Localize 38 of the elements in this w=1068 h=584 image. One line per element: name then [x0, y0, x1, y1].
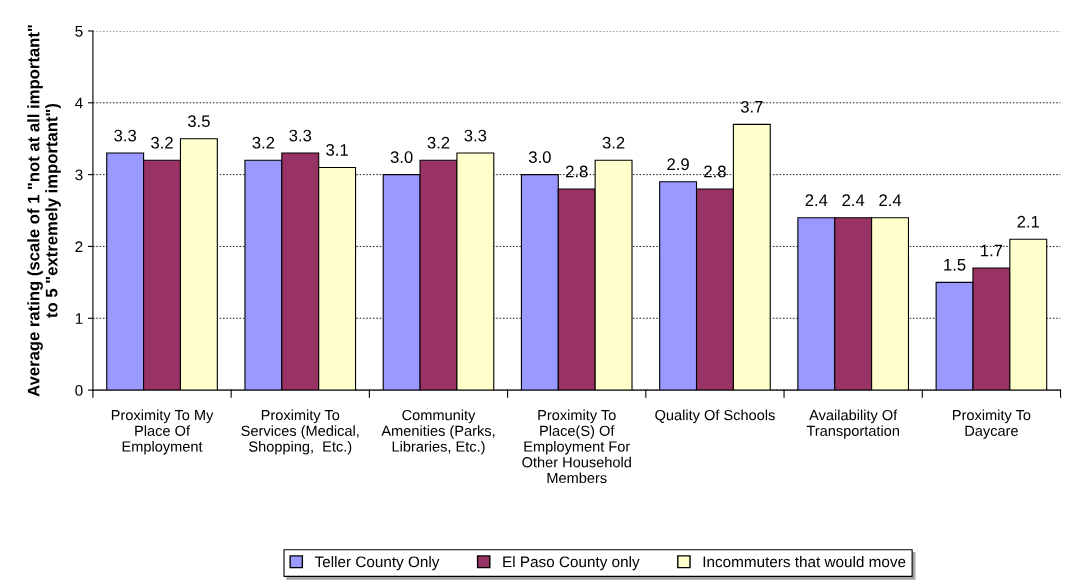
x-tick-label: Proximity To Daycare	[953, 409, 1031, 439]
data-label: 2.8	[565, 165, 588, 178]
x-tick-label: Community Amenities (Parks, Libraries, Etc.)	[381, 409, 495, 455]
data-label: 2.9	[667, 158, 689, 171]
data-label: 3.2	[602, 136, 625, 149]
data-label: 3.2	[252, 136, 275, 149]
data-label: 3.3	[114, 129, 137, 142]
legend-label: El Paso County only	[503, 556, 640, 571]
data-label: 2.1	[1017, 215, 1040, 228]
data-label: 3.0	[528, 151, 551, 163]
data-label: 3.3	[464, 129, 487, 142]
data-label: 2.4	[805, 194, 828, 206]
legend-label: Incommuters that would move	[703, 556, 906, 568]
y-tick-label: 2	[75, 241, 83, 252]
data-label: 1.5	[944, 259, 966, 271]
data-label: 3.2	[427, 136, 450, 149]
y-tick-label: 0	[75, 384, 83, 396]
y-tick-label: 5	[75, 25, 83, 37]
y-tick-label: 1	[75, 313, 83, 324]
x-tick-label: Quality Of Schools	[655, 409, 775, 424]
y-tick-label: 3	[75, 169, 83, 181]
data-label: 3.7	[740, 100, 763, 113]
data-label: 3.3	[289, 129, 312, 142]
data-label: 2.4	[879, 194, 902, 206]
data-label: 3.1	[326, 144, 348, 156]
x-tick-label: Proximity To Services (Medical, Shopping, Etc.)	[241, 409, 359, 455]
y-tick-label: 4	[75, 97, 83, 109]
legend-label: Teller County Only	[314, 556, 440, 571]
data-label: 2.8	[704, 165, 726, 178]
data-label: 3.5	[187, 115, 210, 128]
x-tick-label: Proximity To My Place Of Employment	[111, 409, 214, 455]
data-label: 1.7	[981, 244, 1003, 257]
data-label: 3.0	[390, 151, 413, 163]
x-tick-label: Availability Of Transportation	[806, 409, 899, 439]
data-label: 3.2	[151, 136, 173, 149]
x-tick-label: Proximity To Place(S) Of Employment For Other Household Members	[522, 409, 631, 484]
y-axis-title: Average rating (scale of 1 "not at all important" to 5 "extremely important")	[27, 25, 61, 397]
data-label: 2.4	[842, 194, 865, 206]
